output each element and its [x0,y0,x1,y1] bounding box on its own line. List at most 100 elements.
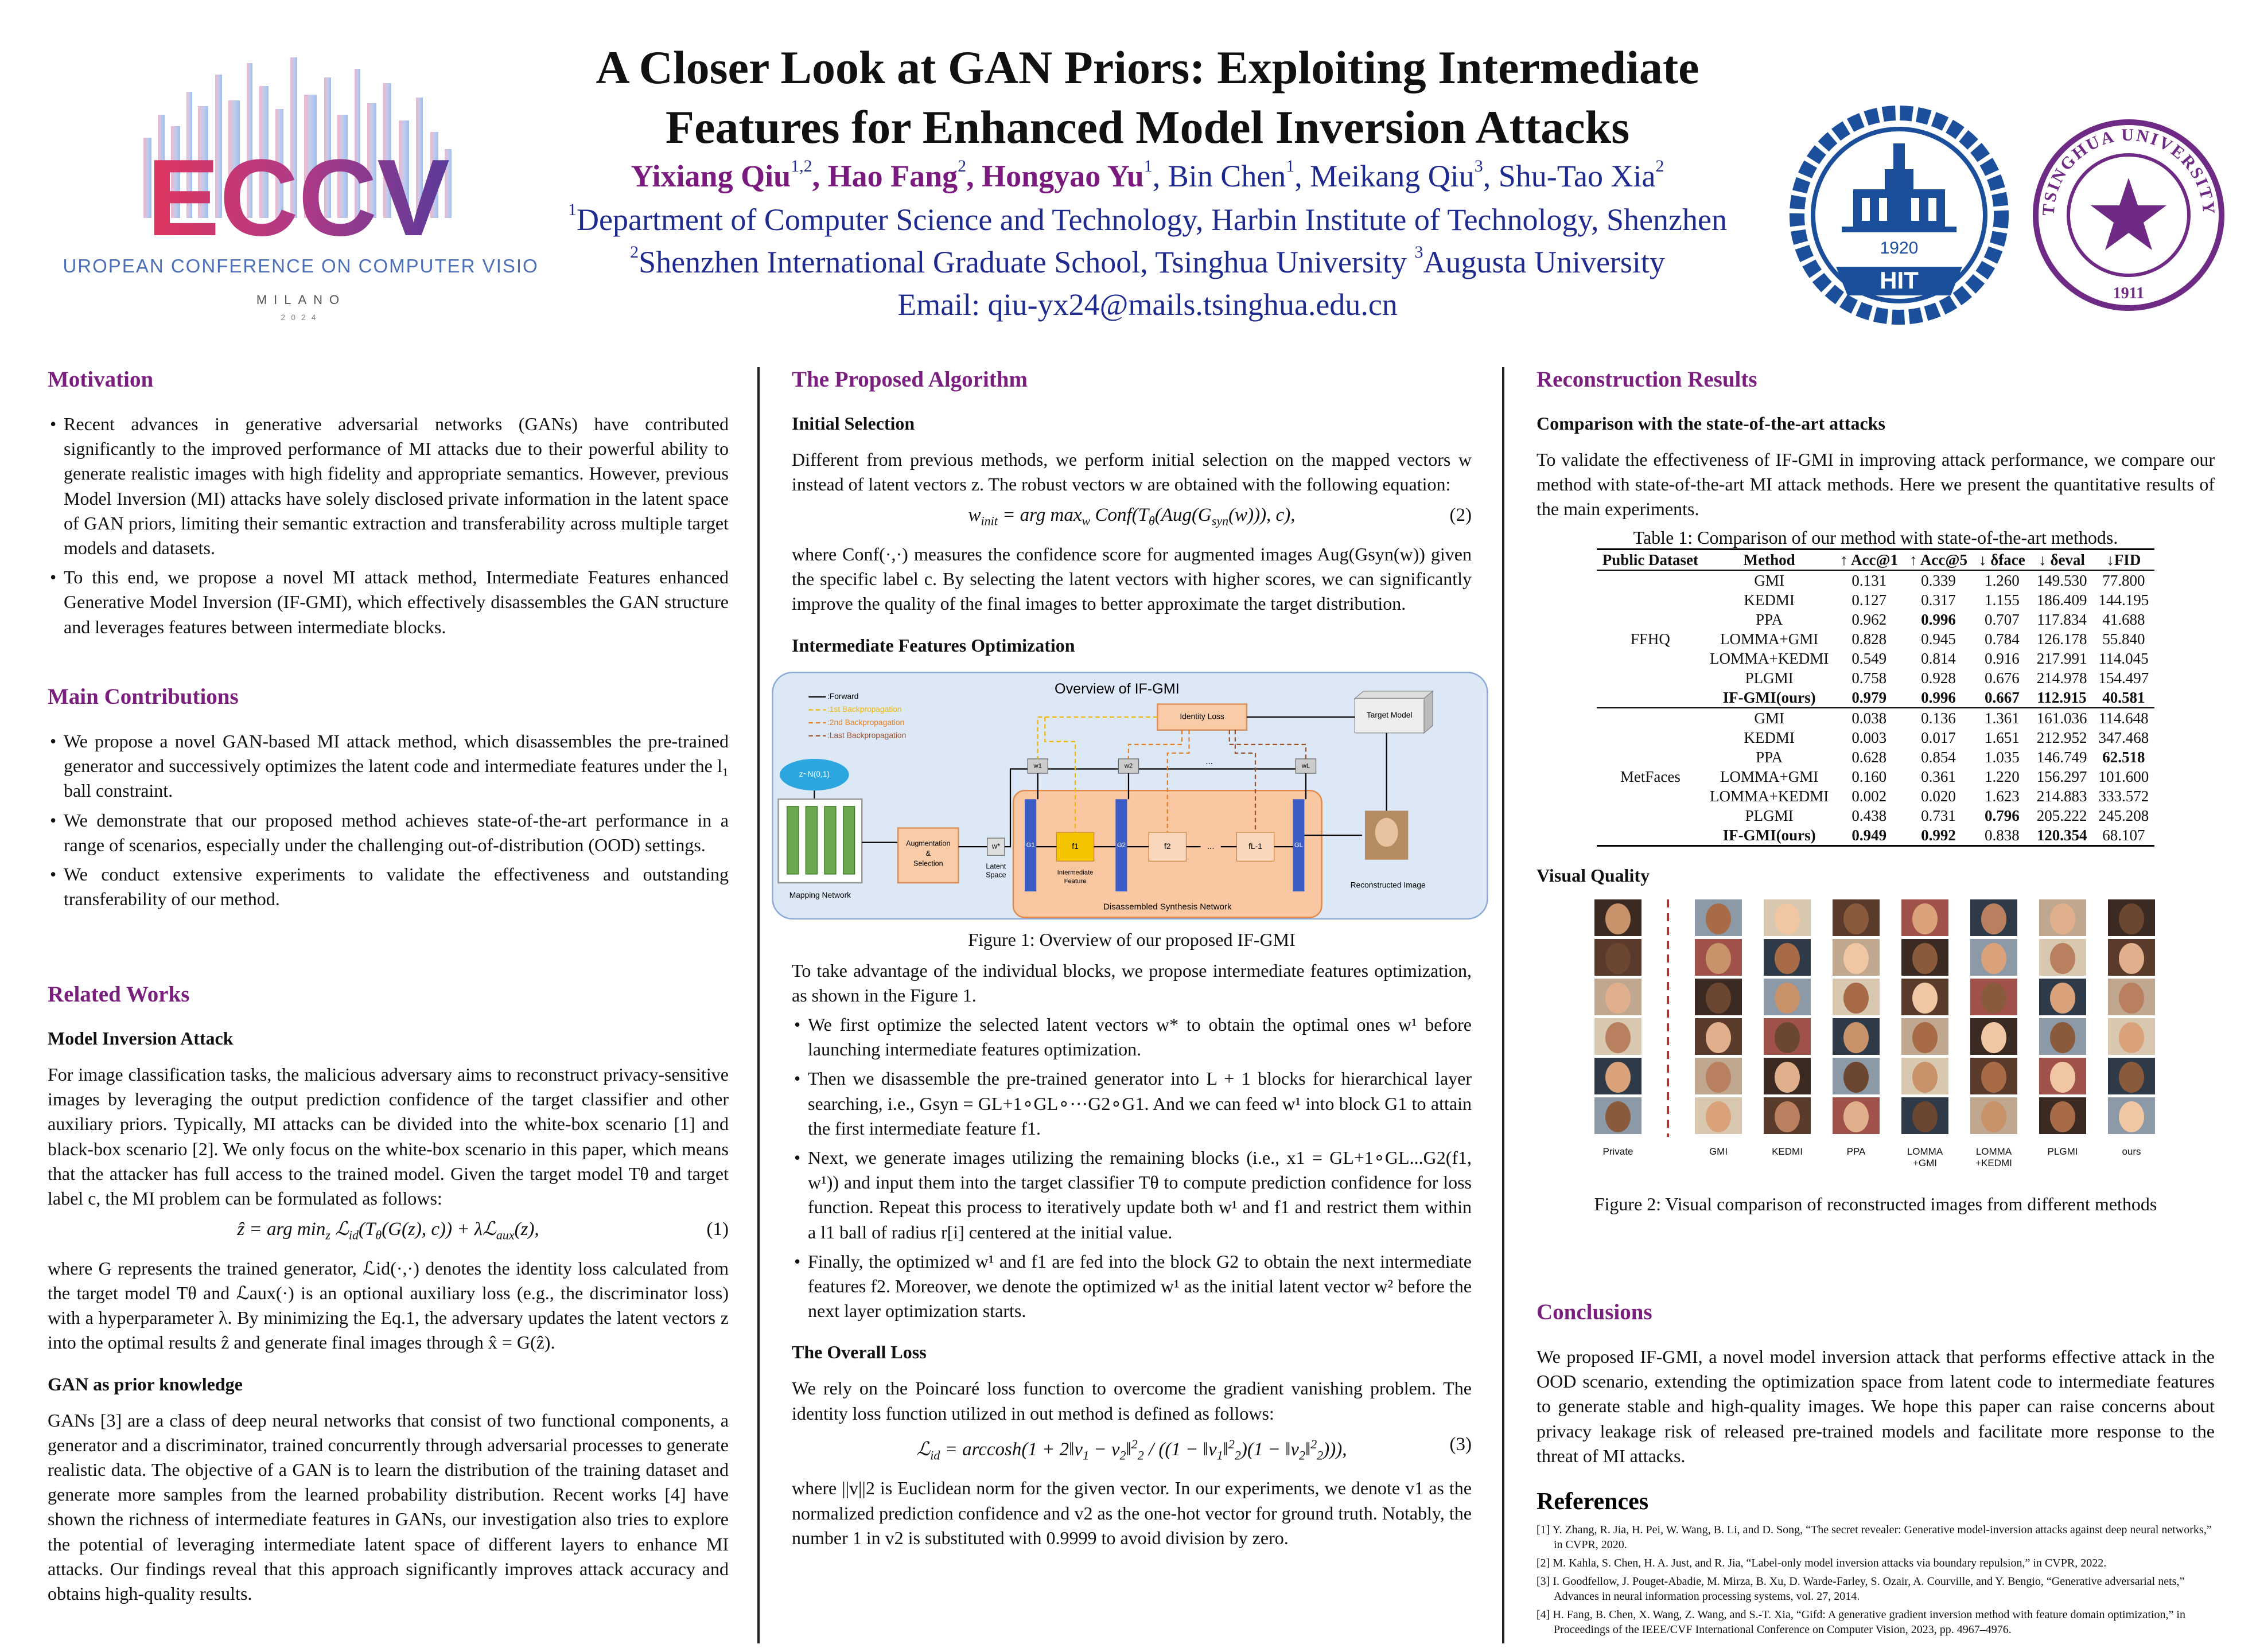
value-cell: 1.361 [1984,709,2020,727]
column-header: ↓ δface [1973,549,2031,571]
equation-body: ẑ = arg minz ℒid(Tθ(G(z), c)) + λℒaux(z)… [237,1219,539,1242]
diagram-label: f2 [1164,841,1171,850]
feature-box [1236,832,1275,862]
value-cell: 0.017 [1921,728,1956,746]
value-cell: 1.260 [1984,571,2020,589]
text-segment: init [981,514,998,528]
grid-label: KEDMI [1772,1146,1803,1157]
diagram-label: :Forward [827,691,858,700]
image-grid-art [1594,899,2155,1137]
table-row: IF-GMI(ours) 0.979 0.996 0.667 112.915 40.581 [1597,688,2154,708]
text-segment: 2 [958,157,967,176]
bullet-list: Recent advances in generative adversaria… [48,412,729,640]
value-cell: 0.317 [1921,591,1956,609]
header-row: Public Dataset Method ↑ Acc@1 ↑ Acc@5 ↓ δfac… [1596,549,2155,571]
bullet: Recent advances in generative adversaria… [50,412,729,560]
value-cell: 0.676 [1984,669,2020,687]
table-group: FFHQ GMI 0.131 0.339 1.260 149.530 77.800 KEDMI… [1596,570,2155,708]
equation: ẑ = arg minz ℒid(Tθ(G(z), c)) + λℒaux(z)… [48,1217,729,1248]
value-cell: 0.628 [1851,748,1887,766]
text-segment: ℒ [330,1219,349,1240]
equation-number: (3) [1449,1433,1472,1455]
text-segment: Hongyao Yu [982,159,1144,193]
value-cell: 333.572 [2098,787,2149,805]
value-cell: 0.916 [1984,649,2020,667]
text-segment: Department of Computer Science and Techn… [577,202,1727,237]
results-table: Public Dataset Method ↑ Acc@1 ↑ Acc@5 ↓ δfac… [1596,548,2155,847]
diagram-label: G2 [1117,841,1126,848]
text-segment: Hao Fang [827,159,958,193]
face [1605,1022,1631,1053]
subheading: Visual Quality [1537,864,1650,886]
authors: Yixiang Qiu1,2, Hao Fang2, Hongyao Yu1, … [459,157,1836,195]
table-group: MetFaces GMI 0.038 0.136 1.361 161.036 114.648… [1596,708,2155,846]
paragraph: Different from previous methods, we perf… [792,449,1472,495]
equation: winit = arg maxw Conf(Tθ(Aug(Gsyn(w))), … [792,502,1472,534]
value-cell: 77.800 [2102,571,2145,589]
noise-cloud [780,758,849,790]
face [2050,942,2075,974]
value-cell: 55.840 [2102,630,2145,648]
text-segment: w [968,505,981,526]
method-cell: GMI [1754,709,1784,727]
text-segment: 2 [1310,1436,1317,1451]
target-box [1354,698,1425,733]
equation-number: (1) [706,1219,729,1240]
value-cell: 114.648 [2098,709,2149,727]
diagram-label: Identity Loss [1180,711,1224,720]
text-segment: Conf(T [1090,505,1149,526]
table-row: LOMMA+KEDMI 0.549 0.814 0.916 217.991 114.045 [1597,649,2154,668]
face [2119,942,2144,974]
eccv-wordmark: ECCV [147,137,450,259]
diagram-label: w1 [1033,762,1041,769]
face [1605,1061,1631,1093]
value-cell: 0.038 [1851,709,1887,727]
reference: [1] Y. Zhang, R. Jia, H. Pei, W. Wang, B… [1537,1524,2212,1551]
section: Conclusions We proposed IF-GMI, a novel m… [1537,1300,2215,1473]
method-cell: LOMMA+GMI [1720,767,1819,785]
method-cell: LOMMA+GMI [1720,630,1819,648]
diagram-label: Overview of IF-GMI [1055,681,1180,697]
value-cell: 144.195 [2098,591,2149,609]
diagram-label: wL [1301,762,1310,769]
diagram-label: & [926,850,931,858]
title-line: A Closer Look at GAN Priors: Exploiting … [596,41,1699,93]
text-segment: Augusta University [1423,245,1665,279]
value-cell: 146.749 [2036,748,2087,766]
bullet-list: We propose a novel GAN-based MI attack m… [48,729,729,911]
value-cell: 0.731 [1921,806,1956,824]
face [2050,1101,2075,1132]
face [1981,1061,2006,1093]
value-cell: 0.002 [1851,787,1887,805]
text-segment: ))), [1323,1439,1347,1460]
subheading: GAN as prior knowledge [48,1373,243,1394]
value-cell: 68.107 [2102,826,2145,844]
method-cell: PPA [1756,610,1783,628]
face [1981,1101,2006,1132]
text-segment: 2 [1655,157,1664,176]
value-cell: 0.854 [1921,748,1956,766]
text-segment: ‖ [1223,1439,1228,1460]
skyline [143,57,452,218]
equation-body: winit = arg maxw Conf(Tθ(Aug(Gsyn(w))), … [968,505,1296,528]
text-segment: ẑ = arg min [237,1219,326,1240]
value-cell: 1.623 [1984,787,2020,805]
table-row: IF-GMI(ours) 0.949 0.992 0.838 120.354 68.107 [1597,825,2154,846]
text-segment: 2 [1137,1448,1144,1463]
dataset-cell: FFHQ [1630,630,1670,648]
target-box-top [1353,690,1434,699]
face [1843,942,1869,974]
face [1706,1061,1731,1093]
bullet: Next, we generate images utilizing the r… [794,1146,1472,1245]
text-segment: 2 [1119,1448,1126,1463]
method-cell: IF-GMI(ours) [1722,688,1816,706]
text-segment: θ [375,1228,382,1242]
face [1912,903,1938,934]
column-header: ↓FID [2092,549,2155,571]
text-segment: z [325,1228,330,1242]
mapping-layer [787,805,799,875]
generator-block [1115,798,1127,891]
text-segment: 1 [1143,157,1153,176]
bullet: We first optimize the selected latent ve… [794,1012,1472,1062]
